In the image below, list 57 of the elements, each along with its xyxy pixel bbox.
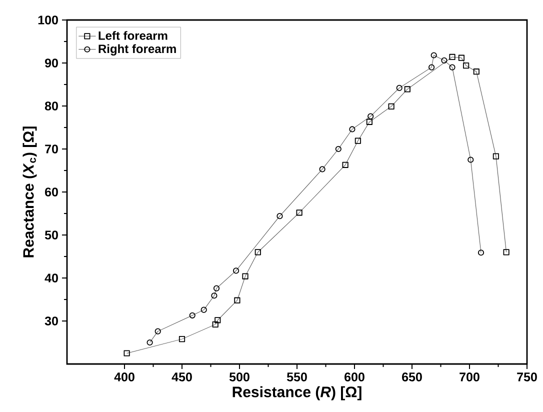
point — [319, 166, 326, 172]
x-tick-label: 450 — [172, 372, 192, 382]
point — [342, 162, 348, 168]
point — [478, 250, 484, 256]
y-tick-label: 50 — [44, 230, 58, 240]
point — [335, 146, 342, 152]
point — [396, 84, 402, 91]
point — [404, 86, 410, 92]
y-tick-label: 100 — [38, 16, 58, 24]
point — [296, 210, 302, 216]
point — [449, 54, 456, 60]
point — [458, 54, 465, 61]
point — [441, 57, 448, 64]
y-tick-label: 60 — [45, 188, 58, 196]
point — [212, 321, 218, 328]
x-tick-label: 500 — [229, 372, 250, 382]
y-tick-label: 80 — [44, 102, 58, 110]
point — [473, 68, 480, 75]
point — [154, 328, 161, 334]
y-tick-label: 70 — [45, 144, 58, 154]
point — [200, 306, 207, 313]
legend-label: Left forearm — [98, 31, 168, 40]
point — [388, 103, 394, 110]
x-tick-label: 750 — [517, 372, 537, 382]
x-tick-label: 650 — [402, 372, 422, 382]
x-axis-title: Resistance (R) [Ω] — [232, 386, 362, 400]
y-tick-label: 40 — [44, 274, 58, 282]
point — [254, 249, 261, 256]
point — [146, 339, 153, 346]
point — [276, 213, 283, 220]
point — [468, 156, 474, 163]
point — [214, 317, 221, 324]
point — [492, 153, 500, 160]
point — [366, 118, 373, 125]
legend-label: Right forearm — [98, 44, 176, 56]
point — [354, 138, 362, 144]
point — [211, 292, 218, 299]
point — [349, 126, 356, 132]
point — [242, 273, 248, 280]
point — [428, 64, 435, 70]
point — [189, 312, 196, 318]
y-tick-label: 30 — [44, 316, 58, 326]
x-tick-label: 700 — [460, 372, 480, 382]
point — [233, 268, 240, 274]
point — [213, 285, 220, 292]
point — [234, 297, 240, 304]
point — [463, 62, 470, 69]
x-tick-label: 550 — [286, 372, 307, 382]
x-tick-label: 600 — [344, 372, 364, 382]
y-tick-label: 90 — [45, 58, 58, 68]
point — [178, 336, 186, 342]
point — [449, 64, 456, 70]
point — [430, 52, 437, 58]
point — [503, 249, 510, 256]
point — [368, 113, 374, 120]
point — [124, 350, 130, 356]
x-tick-label: 400 — [114, 372, 134, 382]
